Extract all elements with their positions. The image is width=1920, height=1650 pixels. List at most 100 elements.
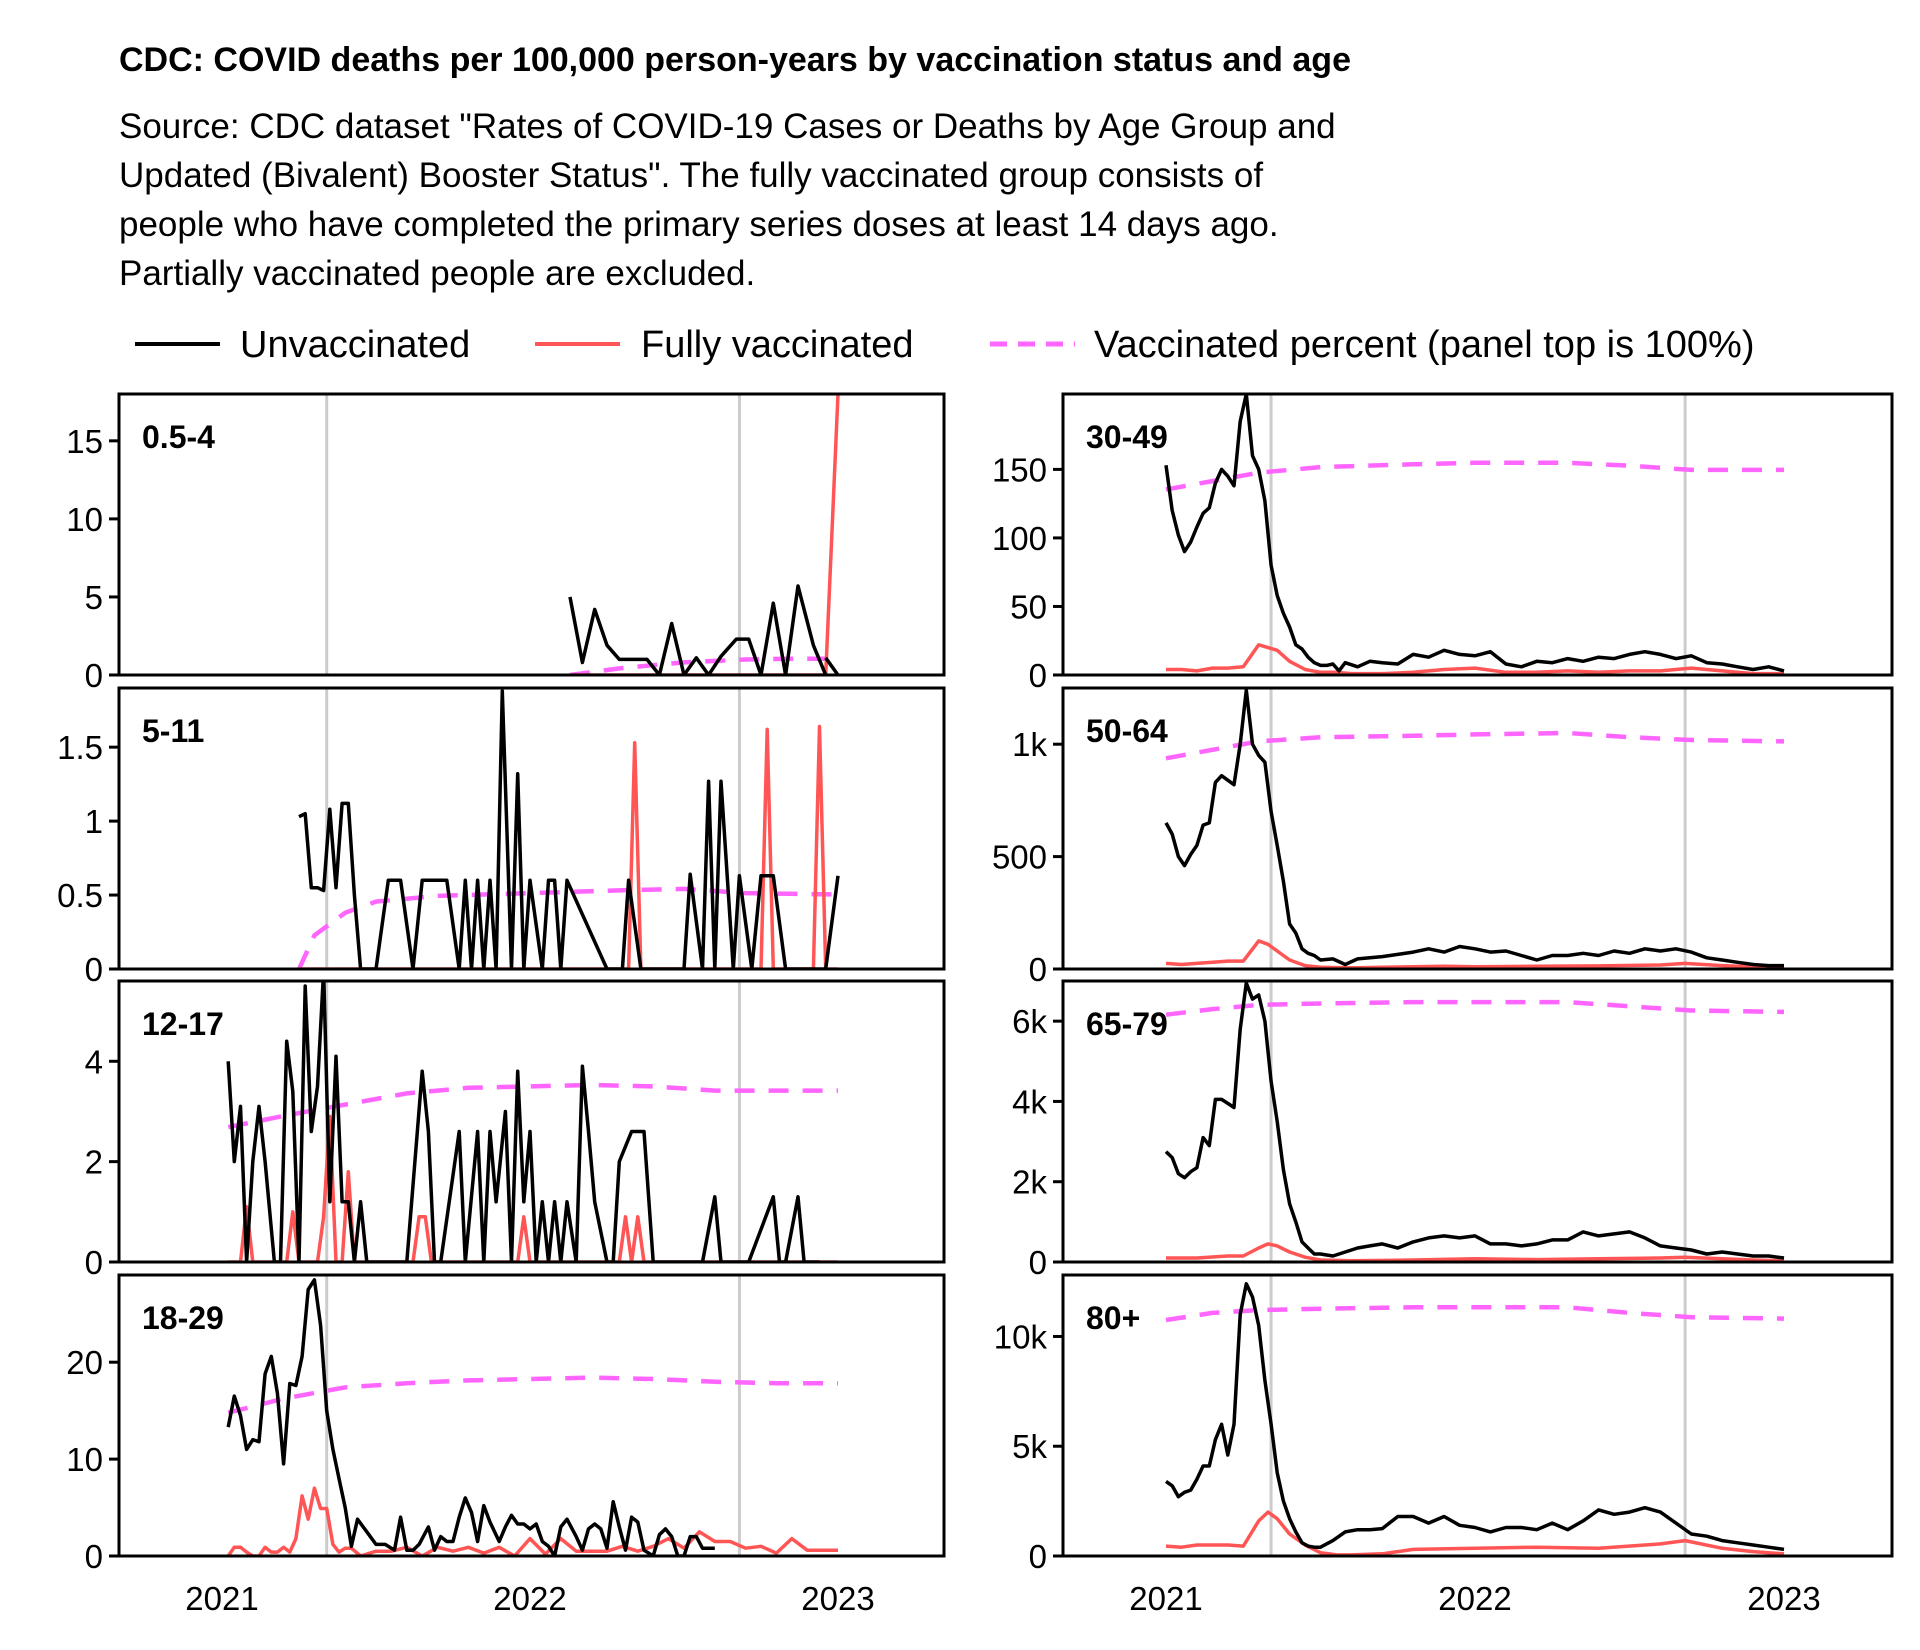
series-vaccinated-percent xyxy=(227,1082,838,1130)
y-tick-label: 20 xyxy=(66,1344,103,1381)
y-tick-label: 50 xyxy=(1010,588,1047,625)
panel-80+: 0 5k 10k 80+ xyxy=(994,1273,1894,1575)
panel-series xyxy=(226,1278,838,1556)
y-tick-label: 15 xyxy=(66,423,103,460)
y-tick-label: 10 xyxy=(66,1441,103,1478)
y-tick-label: 6k xyxy=(1012,1003,1047,1040)
series-unvaccinated xyxy=(1164,981,1785,1260)
legend: Unvaccinated Fully vaccinated Vaccinated… xyxy=(135,324,1754,366)
chart-title: CDC: COVID deaths per 100,000 person-yea… xyxy=(119,41,1351,79)
series-unvaccinated xyxy=(1164,394,1785,673)
series-unvaccinated xyxy=(568,584,828,675)
x-axis-right: 2021 2022 2023 xyxy=(1129,1580,1820,1617)
x-tick-label: 2022 xyxy=(1438,1580,1511,1617)
panel-label: 65-79 xyxy=(1086,1006,1168,1042)
y-tick-label: 0 xyxy=(1029,657,1047,694)
panel-label: 5-11 xyxy=(142,713,204,749)
y-tick-label: 0 xyxy=(85,1538,103,1575)
series-fully-vaccinated xyxy=(1166,1242,1785,1262)
y-tick-label: 5k xyxy=(1012,1428,1047,1465)
panel-frame xyxy=(117,686,946,971)
y-tick-label: 5 xyxy=(85,579,103,616)
subtitle-line: Source: CDC dataset "Rates of COVID-19 C… xyxy=(119,107,1336,146)
panel-series xyxy=(1164,981,1785,1262)
panels: 0 5 10 15 0.5-4 0 0.5 1 1.5 5-11 0 2 4 12-17 0 10 20 18-2… xyxy=(57,392,1894,1575)
panel-series xyxy=(1164,394,1785,675)
y-tick-label: 0 xyxy=(1029,951,1047,988)
x-tick-label: 2023 xyxy=(1747,1580,1820,1617)
panel-label: 50-64 xyxy=(1086,713,1168,749)
subtitle-line: Partially vaccinated people are excluded… xyxy=(119,254,755,293)
series-vaccinated-percent xyxy=(227,1375,838,1415)
y-tick-label: 500 xyxy=(992,839,1047,876)
panel-label: 18-29 xyxy=(142,1300,224,1336)
series-unvaccinated xyxy=(226,981,820,1262)
y-tick-label: 2 xyxy=(85,1144,103,1181)
panel-12-17: 0 2 4 12-17 xyxy=(85,979,946,1281)
panel-label: 80+ xyxy=(1086,1300,1140,1336)
series-fully-vaccinated xyxy=(1166,643,1784,675)
y-tick-label: 0 xyxy=(85,951,103,988)
panel-label: 0.5-4 xyxy=(142,419,215,455)
panel-65-79: 0 2k 4k 6k 65-79 xyxy=(1012,979,1894,1281)
series-fully-vaccinated xyxy=(570,394,840,675)
y-tick-label: 0 xyxy=(85,657,103,694)
x-axis-left: 2021 2022 2023 xyxy=(185,1580,874,1617)
panel-series xyxy=(568,394,840,675)
series-unvaccinated xyxy=(1164,1282,1785,1552)
series-unvaccinated xyxy=(226,1278,715,1556)
y-tick-label: 100 xyxy=(992,520,1047,557)
y-tick-label: 150 xyxy=(992,451,1047,488)
panel-50-64: 0 500 1k 50-64 xyxy=(992,686,1894,988)
panel-frame xyxy=(1061,392,1894,677)
series-unvaccinated xyxy=(298,689,840,969)
y-tick-label: 10k xyxy=(994,1318,1048,1355)
panel-frame xyxy=(117,979,946,1264)
panel-series xyxy=(226,981,838,1262)
legend-label-unvaccinated: Unvaccinated xyxy=(240,324,470,366)
panel-series xyxy=(1164,1282,1785,1556)
panel-frame xyxy=(1061,686,1894,971)
y-tick-label: 10 xyxy=(66,501,103,538)
subtitle-line: people who have completed the primary se… xyxy=(119,205,1279,244)
series-vaccinated-percent xyxy=(1165,999,1785,1017)
panel-label: 30-49 xyxy=(1086,419,1168,455)
series-fully-vaccinated xyxy=(1165,1510,1785,1556)
series-vaccinated-percent xyxy=(1165,730,1785,761)
panel-frame xyxy=(117,1273,946,1558)
series-unvaccinated xyxy=(824,656,840,675)
y-tick-label: 0.5 xyxy=(57,877,103,914)
subtitle-line: Updated (Bivalent) Booster Status". The … xyxy=(119,156,1263,195)
series-unvaccinated xyxy=(1164,688,1784,968)
y-tick-label: 0 xyxy=(85,1244,103,1281)
legend-label-vaccinated-percent: Vaccinated percent (panel top is 100%) xyxy=(1094,324,1754,366)
series-fully-vaccinated xyxy=(299,724,838,969)
panel-frame xyxy=(1061,1273,1894,1558)
panel-30-49: 0 50 100 150 30-49 xyxy=(992,392,1894,694)
y-tick-label: 1 xyxy=(85,803,103,840)
panel-frame xyxy=(117,392,946,677)
panel-series xyxy=(1164,688,1785,969)
panel-frame xyxy=(1061,979,1894,1264)
series-fully-vaccinated xyxy=(228,1114,838,1262)
x-tick-label: 2022 xyxy=(493,1580,566,1617)
series-vaccinated-percent xyxy=(569,656,838,675)
panel-18-29: 0 10 20 18-29 xyxy=(66,1273,946,1575)
y-tick-label: 1k xyxy=(1012,726,1047,763)
x-tick-label: 2021 xyxy=(1129,1580,1202,1617)
series-fully-vaccinated xyxy=(1165,939,1785,969)
y-tick-label: 4k xyxy=(1012,1083,1047,1120)
series-vaccinated-percent xyxy=(296,886,839,969)
series-fully-vaccinated xyxy=(226,1486,838,1556)
panel-label: 12-17 xyxy=(142,1006,224,1042)
panel-5-11: 0 0.5 1 1.5 5-11 xyxy=(57,686,946,988)
y-tick-label: 1.5 xyxy=(57,729,103,766)
legend-label-fully-vaccinated: Fully vaccinated xyxy=(641,324,913,366)
panel-0.5-4: 0 5 10 15 0.5-4 xyxy=(66,392,946,694)
panel-series xyxy=(296,689,840,969)
series-vaccinated-percent xyxy=(1165,1305,1785,1323)
y-tick-label: 4 xyxy=(85,1043,103,1080)
y-tick-label: 0 xyxy=(1029,1538,1047,1575)
x-tick-label: 2021 xyxy=(185,1580,258,1617)
